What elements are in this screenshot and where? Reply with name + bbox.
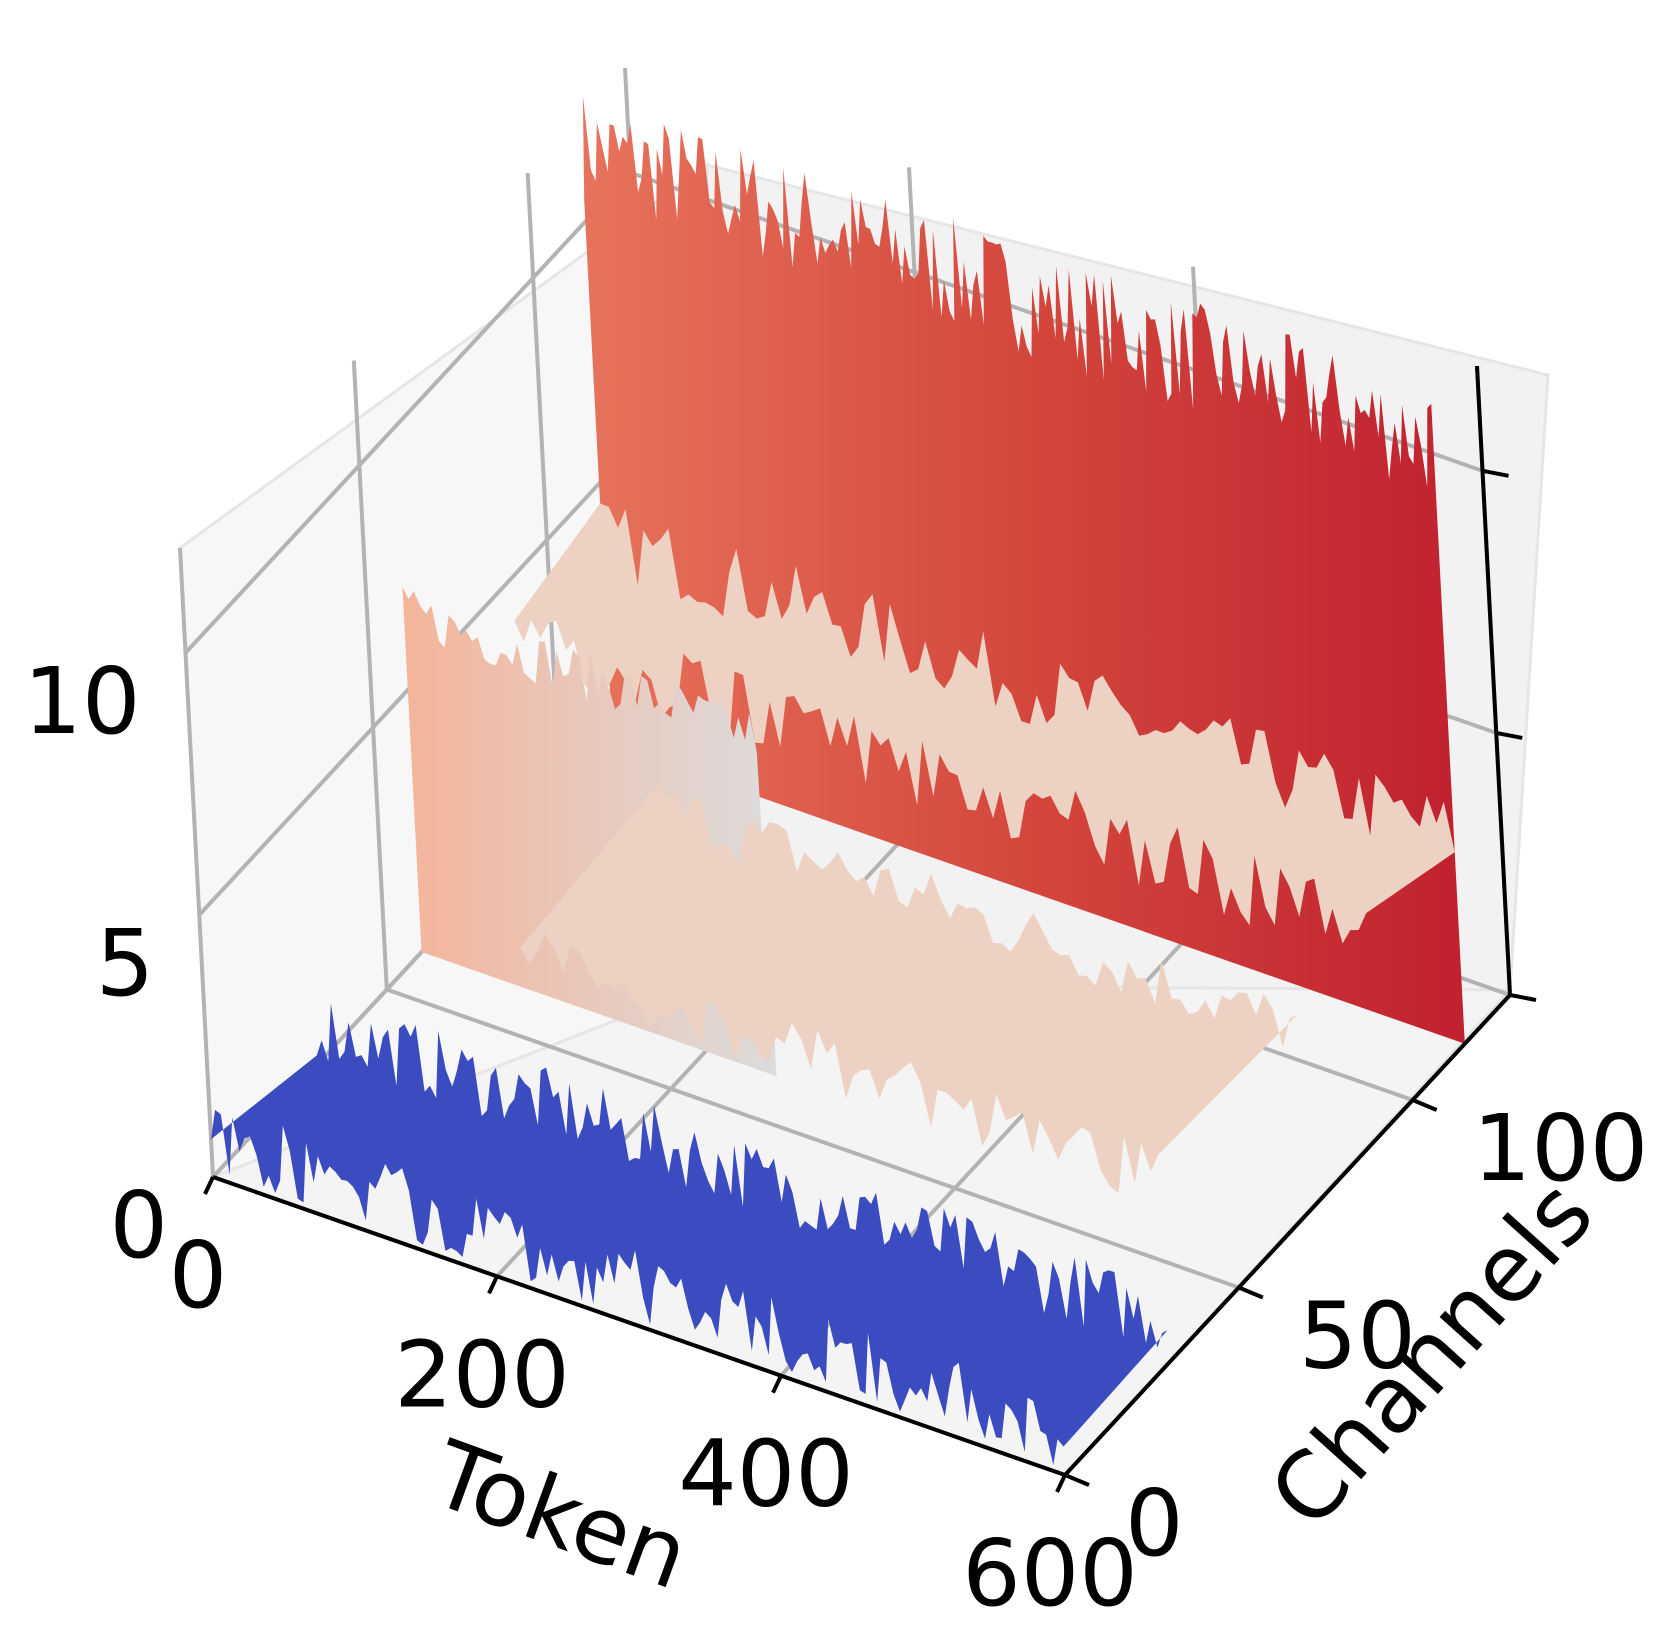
surface-baseline — [211, 1003, 1168, 1465]
surface — [211, 95, 1465, 1465]
z-tick-label: 10 — [23, 648, 140, 755]
x-tick-label: 0 — [169, 1222, 228, 1329]
x-tick-mark — [771, 1374, 783, 1394]
y-tick-label: 100 — [1473, 1095, 1649, 1202]
y-tick-label: 0 — [1125, 1470, 1184, 1577]
surface-plateau — [520, 783, 1298, 1194]
y-tick-mark — [1411, 1098, 1438, 1112]
z-tick-mark — [1509, 993, 1537, 1002]
z-tick-mark — [1482, 468, 1509, 478]
grid-line-y-floor — [386, 987, 1240, 1290]
x-tick-mark — [487, 1275, 499, 1295]
z-tick-label: 5 — [96, 910, 155, 1017]
y-tick-mark — [1238, 1285, 1264, 1300]
y-tick-mark — [1064, 1473, 1090, 1487]
x-tick-mark — [1055, 1474, 1067, 1493]
z-tick-mark — [1495, 730, 1523, 740]
z-tick-label: 0 — [109, 1172, 168, 1279]
x-axis-title: Token — [419, 1420, 703, 1610]
x-tick-label: 600 — [962, 1520, 1138, 1627]
x-tick-label: 200 — [394, 1321, 570, 1428]
y-tick-label: 50 — [1299, 1283, 1416, 1390]
y-axis-line — [1063, 993, 1512, 1477]
x-tick-mark — [203, 1176, 215, 1195]
x-axis-line — [212, 1175, 1066, 1477]
tick-marks — [203, 468, 1537, 1493]
grid-line-z-left — [184, 171, 632, 655]
surface-blue-ridge — [514, 503, 1455, 944]
x-tick-label: 400 — [678, 1421, 854, 1528]
